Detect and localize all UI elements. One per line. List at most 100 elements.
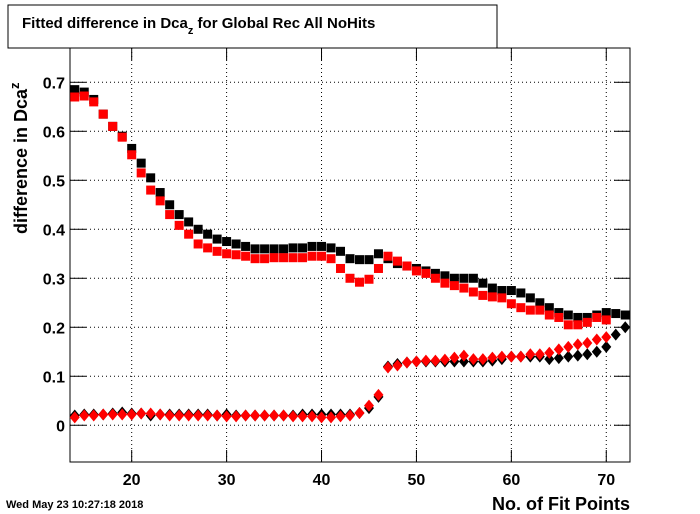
square-marker (478, 278, 488, 288)
diamond-marker (525, 348, 536, 361)
square-marker (620, 310, 630, 320)
square-marker (478, 290, 488, 300)
timestamp: Wed May 23 10:27:18 2018 (6, 499, 143, 511)
square-marker (117, 132, 127, 142)
diamond-marker (136, 407, 147, 420)
square-marker (260, 254, 270, 264)
diamond-marker (79, 409, 90, 422)
square-marker (279, 244, 289, 254)
square-marker (601, 308, 611, 318)
plot-frame (69, 47, 631, 463)
square-marker (440, 271, 450, 281)
diamond-marker (259, 409, 270, 422)
diamond-marker (544, 346, 555, 359)
x-tick-label: 30 (218, 472, 236, 489)
square-marker (326, 243, 336, 253)
diamond-marker (231, 410, 242, 423)
square-marker (298, 243, 308, 253)
diamond-marker (278, 409, 289, 422)
square-marker (203, 229, 213, 239)
square-marker (70, 85, 80, 95)
square-marker (573, 312, 583, 322)
diamond-marker (174, 409, 185, 422)
square-marker (326, 254, 336, 264)
square-marker (269, 244, 279, 254)
square-marker (516, 303, 526, 313)
square-marker (184, 217, 194, 227)
square-marker (203, 243, 213, 253)
square-marker (468, 287, 478, 297)
diamond-marker (591, 345, 602, 358)
square-marker (250, 254, 260, 264)
diamond-marker (534, 348, 545, 361)
square-marker (459, 273, 469, 283)
square-marker (146, 185, 156, 195)
diamond-marker (98, 408, 109, 421)
square-marker (127, 143, 137, 153)
square-marker (411, 266, 421, 276)
y-axis-label: difference in Dcaz (7, 82, 31, 234)
square-marker (497, 286, 507, 296)
square-marker (345, 254, 355, 264)
square-marker (222, 237, 232, 247)
diamond-marker (373, 388, 384, 401)
square-marker (573, 320, 583, 330)
x-tick-label: 50 (408, 472, 426, 489)
square-marker (364, 255, 374, 265)
square-marker (231, 250, 241, 260)
diamond-marker (335, 410, 346, 423)
square-marker (231, 239, 241, 249)
diamond-marker (202, 409, 213, 422)
square-marker (468, 273, 478, 283)
x-tick-label: 70 (597, 472, 615, 489)
y-tick-label: 0.7 (43, 75, 65, 92)
square-marker (269, 253, 279, 263)
square-marker (250, 244, 260, 254)
square-marker (506, 286, 516, 296)
square-marker (364, 274, 374, 284)
y-tick-label: 0.3 (43, 271, 65, 288)
square-marker (136, 168, 146, 178)
diamond-marker (126, 408, 137, 421)
square-marker (525, 305, 535, 315)
square-marker (430, 273, 440, 283)
square-marker (165, 200, 175, 210)
diamond-marker (553, 352, 564, 365)
square-marker (288, 253, 298, 263)
diamond-marker (601, 340, 612, 353)
square-marker (212, 234, 222, 244)
diamond-marker (620, 321, 631, 334)
diamond-marker (345, 409, 355, 422)
square-marker (392, 256, 402, 266)
diamond-marker (269, 409, 280, 422)
diamond-marker (145, 407, 156, 420)
square-marker (449, 281, 459, 291)
square-marker (563, 320, 573, 330)
diamond-marker (449, 351, 460, 364)
diamond-marker (563, 350, 574, 363)
square-marker (487, 283, 497, 293)
diamond-marker (316, 411, 327, 424)
square-marker (165, 210, 175, 220)
square-marker (383, 251, 393, 261)
square-marker (79, 91, 89, 101)
square-marker (421, 268, 431, 278)
square-marker (554, 312, 564, 322)
diamond-marker (88, 409, 99, 422)
diamond-marker (193, 409, 204, 422)
diamond-marker (468, 353, 479, 366)
diamond-marker (183, 409, 194, 422)
square-marker (535, 305, 545, 315)
square-marker (174, 220, 184, 230)
diamond-marker (591, 333, 602, 346)
square-marker (136, 158, 146, 168)
square-marker (260, 244, 270, 254)
square-marker (317, 251, 327, 261)
diamond-marker (553, 343, 564, 356)
diamond-marker (288, 410, 299, 423)
diamond-marker (439, 353, 450, 366)
square-marker (212, 246, 222, 256)
title-box (7, 4, 498, 49)
square-marker (354, 277, 364, 287)
title-subscript: z (188, 25, 194, 37)
